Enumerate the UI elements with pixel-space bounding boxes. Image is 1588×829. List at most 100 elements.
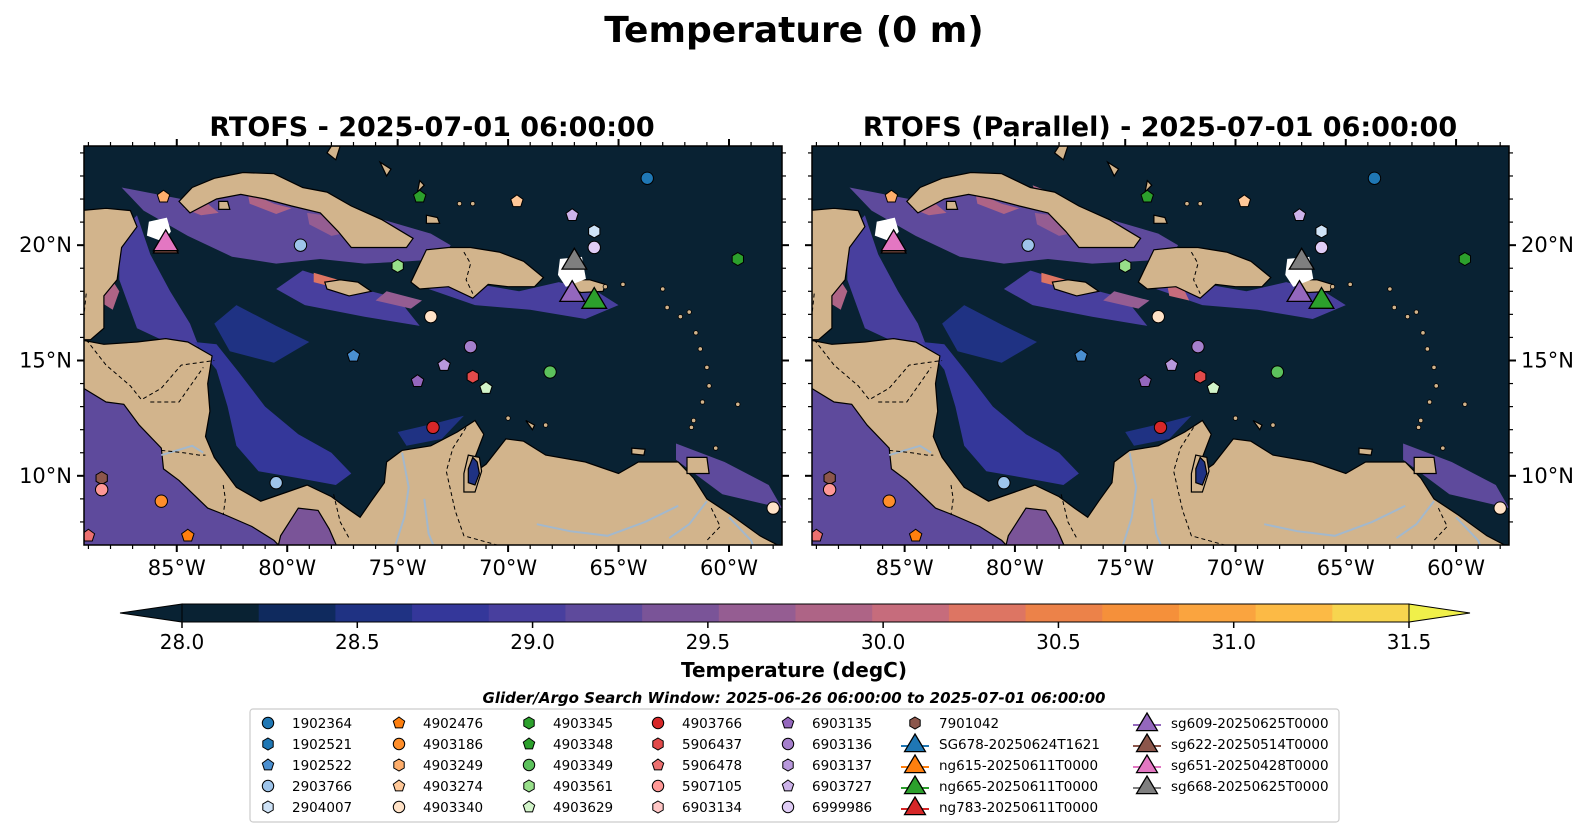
- land-trinidad: [1413, 456, 1437, 475]
- land-pacificWater: [812, 387, 1007, 545]
- colorbar-segment: [258, 604, 336, 622]
- island: [1413, 309, 1419, 315]
- argo-marker: [565, 208, 579, 221]
- land-bahamas2: [378, 160, 392, 178]
- legend-argo-marker: [392, 737, 406, 751]
- glider-marker: [1308, 286, 1336, 309]
- argo-marker: [1292, 208, 1307, 221]
- legend-argo-marker: [781, 779, 795, 792]
- legend-label: 5906437: [682, 737, 742, 753]
- island: [1415, 424, 1422, 430]
- legend-entry: ng665-20250611T0000: [901, 774, 1098, 795]
- search-window-label: Glider/Argo Search Window: 2025-06-26 06…: [483, 689, 1106, 707]
- colorbar-tick-label: 30.0: [861, 630, 906, 654]
- legend-label: 4903186: [423, 737, 483, 753]
- colorbar-extend-low: [119, 603, 183, 623]
- argo-marker: [1164, 357, 1179, 371]
- land-bahamas1: [326, 146, 341, 161]
- river: [394, 452, 410, 545]
- legend-label: sg609-20250625T0000: [1171, 716, 1329, 732]
- legend-argo-marker: [392, 779, 406, 792]
- colorbar-segment: [182, 604, 260, 622]
- legend-label: 6903136: [812, 737, 872, 753]
- argo-marker: [1074, 348, 1088, 362]
- river: [668, 500, 708, 539]
- argo-marker: [884, 189, 899, 203]
- borders: [84, 251, 721, 545]
- x-tick-label: 75°W: [1096, 556, 1154, 580]
- island: [1431, 364, 1437, 371]
- legend-label: ng665-20250611T0000: [939, 779, 1098, 795]
- island: [456, 201, 463, 207]
- glider-marker: [580, 286, 608, 309]
- argo-marker: [1493, 501, 1507, 515]
- legend-label: 4903348: [553, 737, 613, 753]
- argo-marker: [391, 258, 404, 274]
- legend-glider-marker: [1135, 753, 1159, 774]
- legend-label: 6903135: [812, 716, 872, 732]
- colorbar-segment: [1178, 604, 1257, 622]
- legend-label: 6903137: [812, 758, 872, 774]
- legend: 1902364 1902521 1902522 2903766 2904007 49024…: [249, 708, 1340, 823]
- island: [505, 415, 511, 421]
- land-bahamas3: [416, 179, 426, 194]
- river: [888, 444, 932, 457]
- island: [1420, 330, 1426, 336]
- legend-label: 4903274: [423, 779, 483, 795]
- axis-ticks: 85°W 80°W 75°W 70°W 65°W 60°W 20°N 15°N 10°N: [19, 139, 789, 580]
- legend-glider-marker: [1135, 774, 1159, 795]
- island: [1347, 281, 1353, 287]
- island: [1270, 422, 1276, 428]
- legend-entry: 6903727: [781, 779, 872, 795]
- land-central: [812, 337, 1506, 545]
- warm-water-region: [375, 291, 422, 309]
- glider-marker: [1285, 279, 1313, 303]
- island: [620, 281, 626, 287]
- island: [1387, 286, 1393, 292]
- argo-marker: [640, 171, 654, 185]
- country-border: [150, 367, 204, 403]
- argo-marker: [823, 471, 836, 486]
- warm-water-region: [428, 270, 619, 319]
- legend-argo-marker: [909, 716, 921, 730]
- country-border: [1190, 251, 1201, 294]
- legend-label: ng783-20250611T0000: [939, 800, 1098, 816]
- legend-entry: 1902522: [261, 758, 352, 774]
- argo-marker: [1153, 420, 1168, 435]
- legend-label: 4903345: [553, 716, 613, 732]
- legend-entry: 4903766: [651, 716, 742, 732]
- island: [664, 304, 670, 311]
- legend-argo-marker: [781, 737, 795, 751]
- legend-argo-marker: [652, 737, 664, 751]
- river: [1455, 516, 1481, 545]
- land-maracaiboLake: [1195, 456, 1208, 486]
- country-border: [878, 367, 932, 403]
- legend-entry: 5907105: [651, 779, 742, 795]
- country-border: [1060, 494, 1078, 539]
- argo-marker: [154, 494, 168, 508]
- colorbar-segment: [1255, 604, 1333, 622]
- argo-marker: [588, 224, 601, 239]
- legend-entry: ng783-20250611T0000: [901, 795, 1098, 816]
- legend-label: 4903340: [423, 800, 483, 816]
- colorbar-segment: [1332, 604, 1410, 622]
- colorbar: 28.0 28.5 29.0 29.5 30.0 30.5 31.0 31.5: [119, 603, 1471, 654]
- legend-entry: 6903135: [781, 716, 872, 732]
- legend-entry: 4903561: [523, 779, 613, 795]
- argo-marker: [84, 528, 96, 542]
- x-tick-label: 85°W: [148, 556, 206, 580]
- island: [1232, 415, 1239, 421]
- legend-glider-marker: [903, 732, 927, 753]
- x-tick-label: 70°W: [1206, 556, 1264, 580]
- argo-marker: [812, 528, 824, 542]
- legend-entry: 6903134: [652, 800, 742, 816]
- island: [1426, 399, 1433, 405]
- island: [1440, 445, 1446, 451]
- legend-entry: 6999986: [781, 800, 872, 816]
- legend-label: 6903134: [682, 800, 742, 816]
- argo-marker: [543, 365, 557, 379]
- river: [1122, 452, 1138, 545]
- legend-argo-marker: [523, 779, 535, 793]
- argo-marker: [269, 476, 283, 490]
